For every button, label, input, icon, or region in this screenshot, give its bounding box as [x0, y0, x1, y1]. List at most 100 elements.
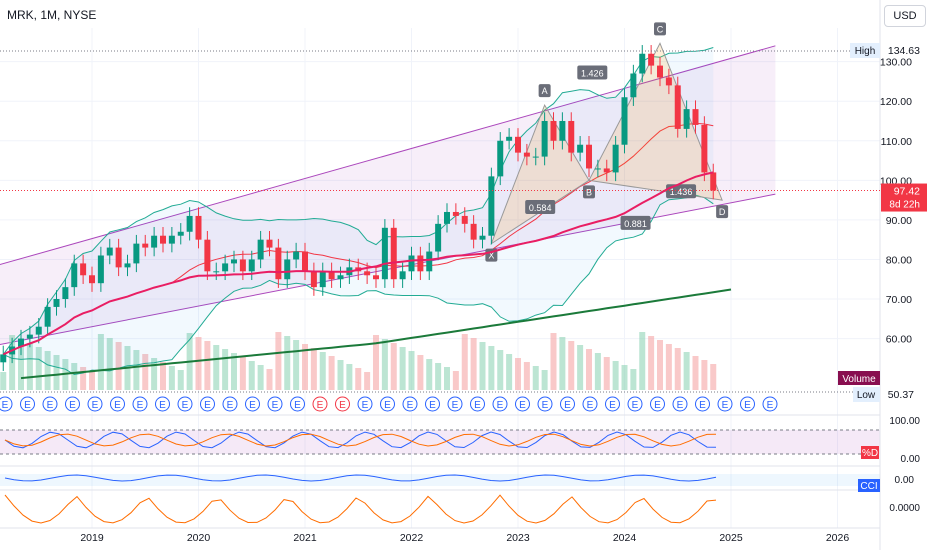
volume-bar	[444, 367, 450, 390]
osc-tick-label: 0.0000	[889, 503, 920, 514]
band-upper	[2, 47, 714, 355]
earnings-marker: E	[717, 396, 733, 412]
earnings-marker-label: E	[744, 400, 751, 411]
earnings-marker: E	[762, 396, 778, 412]
y-tick-label: 60.00	[886, 334, 912, 346]
candle-body	[444, 211, 450, 224]
earnings-marker: E	[447, 396, 463, 412]
earnings-marker-label: E	[474, 400, 481, 411]
earnings-marker: E	[650, 396, 665, 412]
earnings-marker-circle	[672, 396, 688, 412]
candle	[18, 329, 24, 356]
earnings-marker-label: E	[159, 400, 166, 411]
earnings-marker-circle	[357, 396, 373, 412]
volume-bar	[701, 360, 708, 390]
volume-bar	[621, 365, 628, 390]
volume-bar	[488, 346, 495, 390]
x-tick-label: 2019	[80, 532, 104, 544]
volume-bar	[337, 360, 344, 390]
pattern-ratio-label: 1.426	[581, 69, 604, 79]
volume-bar	[355, 368, 362, 390]
candle-body	[488, 176, 495, 236]
oscillator-line	[4, 494, 717, 524]
candle	[62, 278, 69, 308]
earnings-marker-label: E	[519, 400, 526, 411]
candle	[470, 215, 477, 249]
ma-long	[2, 171, 714, 356]
channel-fill	[0, 45, 776, 345]
earnings-marker-circle	[762, 396, 778, 412]
pattern-ratio-box	[620, 215, 651, 230]
channel-top	[0, 45, 776, 266]
earnings-marker-circle	[155, 396, 170, 412]
candle	[621, 88, 628, 154]
candle-body	[639, 53, 646, 74]
candle	[248, 250, 255, 281]
volume-bar	[559, 337, 566, 390]
volume-bar	[133, 350, 140, 390]
volume-bar	[426, 359, 433, 390]
candle	[550, 112, 557, 150]
volume-bar	[266, 369, 273, 390]
candle	[257, 230, 264, 269]
volume-bar	[390, 343, 397, 390]
candle-body	[461, 215, 468, 224]
candle-body	[328, 271, 335, 280]
volume-bar	[275, 332, 282, 390]
earnings-marker-circle	[87, 396, 103, 412]
volume-bar	[26, 343, 33, 390]
volume-bar	[71, 363, 78, 390]
candle	[452, 203, 459, 225]
candle-body	[151, 235, 158, 248]
earnings-marker-label: E	[317, 400, 324, 411]
pattern-point-label: C	[657, 24, 664, 34]
earnings-marker: E	[20, 396, 35, 412]
volume-bar	[284, 336, 291, 390]
candle-body	[603, 168, 610, 173]
volume-bar	[142, 354, 149, 390]
candle-body	[204, 239, 211, 272]
overlay-lines	[2, 171, 732, 380]
volume-bar	[231, 353, 237, 390]
earnings-marker-circle	[20, 396, 35, 412]
volume-bar	[328, 356, 335, 390]
candle	[310, 262, 317, 296]
candle	[497, 132, 504, 186]
earnings-marker-label: E	[384, 400, 391, 411]
earnings-marker-label: E	[204, 400, 211, 411]
pattern-ratio-box	[577, 65, 608, 80]
volume-bar	[674, 348, 681, 390]
earnings-marker-label: E	[497, 400, 504, 411]
earnings-marker-circle	[65, 396, 80, 412]
candle	[44, 298, 51, 336]
candle-body	[621, 97, 628, 145]
candle	[373, 266, 379, 288]
earnings-marker: E	[87, 396, 103, 412]
candle-body	[62, 287, 69, 300]
high-value: 134.63	[888, 45, 920, 57]
pattern-point-label: X	[488, 251, 494, 261]
earnings-marker-circle	[740, 396, 755, 412]
earnings-marker-circle	[42, 396, 58, 412]
volume-bar	[222, 349, 229, 390]
volume-bar	[683, 352, 690, 390]
x-tick-label: 2022	[400, 532, 424, 544]
candle	[328, 262, 335, 288]
ma-green	[20, 288, 732, 380]
candle	[364, 262, 371, 284]
candle-body	[222, 263, 229, 272]
price-tags: High 134.63 97.42 8d 22h Volume Low 50.37 %D CCI	[0, 43, 927, 492]
earnings-marker: E	[42, 396, 58, 412]
volume-bar	[257, 365, 264, 390]
earnings-marker-label: E	[362, 400, 369, 411]
countdown: 8d 22h	[889, 200, 920, 211]
earnings-marker: E	[335, 396, 350, 412]
earnings-marker-circle	[582, 396, 598, 412]
currency-button[interactable]: USD	[884, 5, 926, 27]
candle-body	[231, 259, 237, 264]
earnings-marker-circle	[245, 396, 260, 412]
earnings-marker: E	[267, 396, 283, 412]
volume-bar	[346, 364, 353, 390]
volume-bar	[53, 355, 60, 390]
